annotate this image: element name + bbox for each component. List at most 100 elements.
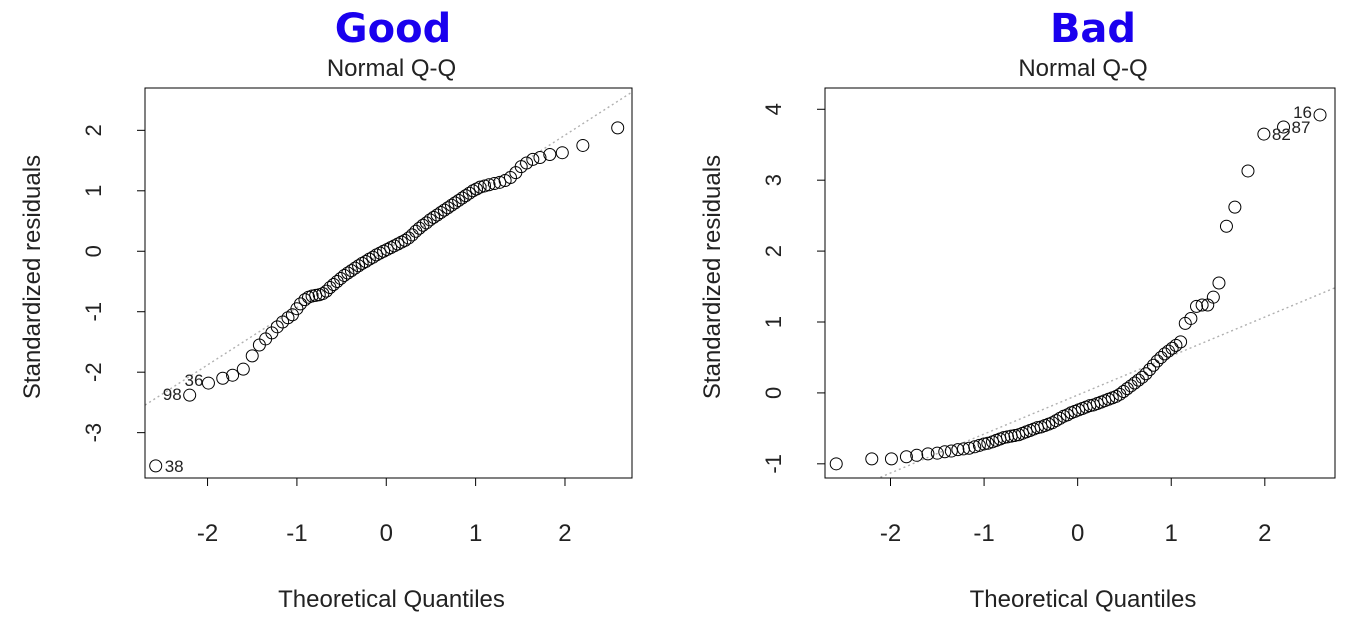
- qq-plot-good: Good Normal Q-Q -2 -1 0 1 2 -3 -2 -1 0 1 2 Theoretica…: [19, 6, 633, 613]
- data-point: [1128, 376, 1142, 390]
- data-point: [216, 371, 230, 385]
- data-point: [402, 231, 416, 245]
- data-point: [319, 284, 333, 298]
- data-point: [526, 152, 540, 166]
- data-point: [352, 259, 366, 273]
- outlier-label: 87: [1292, 118, 1311, 137]
- data-point: [293, 297, 307, 311]
- chart-title: Normal Q-Q: [1018, 55, 1147, 82]
- data-point: [1143, 363, 1157, 377]
- x-tick-label: -1: [286, 520, 307, 547]
- data-point: [423, 213, 437, 227]
- panel-heading: Bad: [1050, 6, 1136, 52]
- data-point: [441, 201, 455, 215]
- data-point: [829, 457, 843, 471]
- data-point: [493, 175, 507, 189]
- data-point: [341, 266, 355, 280]
- data-point: [533, 151, 547, 165]
- y-tick-label: 4: [761, 103, 786, 115]
- data-point: [1113, 387, 1127, 401]
- data-point: [1139, 367, 1153, 381]
- data-point: [323, 281, 337, 295]
- data-point: [330, 274, 344, 288]
- x-tick-label: -2: [880, 520, 901, 547]
- data-point: [503, 170, 517, 184]
- x-tick-label: 2: [1258, 520, 1271, 547]
- data-point: [459, 189, 473, 203]
- data-point: [1219, 219, 1233, 233]
- data-point: [884, 452, 898, 466]
- data-point: [270, 320, 284, 334]
- data-point: [930, 446, 944, 460]
- data-point: [981, 436, 995, 450]
- data-point: [1120, 382, 1134, 396]
- y-tick-label: -1: [761, 454, 786, 474]
- data-point: [1124, 379, 1138, 393]
- outlier-label: 36: [185, 371, 204, 390]
- data-point: [576, 138, 590, 152]
- data-point: [1135, 370, 1149, 384]
- y-tick-label: 1: [761, 316, 786, 328]
- data-point: [462, 186, 476, 200]
- data-point: [1195, 298, 1209, 312]
- data-point: [899, 450, 913, 464]
- outlier-label: 98: [163, 385, 182, 404]
- y-tick-label: -3: [81, 423, 106, 443]
- data-point: [405, 228, 419, 242]
- data-point: [1169, 338, 1183, 352]
- data-point: [437, 203, 451, 217]
- data-point: [183, 388, 197, 402]
- y-tick-label: 2: [81, 124, 106, 136]
- x-axis-label: Theoretical Quantiles: [278, 586, 505, 613]
- data-point: [444, 198, 458, 212]
- data-point: [944, 444, 958, 458]
- data-point: [865, 452, 879, 466]
- x-tick-label: -1: [973, 520, 994, 547]
- data-point: [1049, 414, 1063, 428]
- data-point: [1206, 290, 1220, 304]
- y-axis-label: Standardized residuals: [19, 155, 46, 399]
- data-point: [337, 268, 351, 282]
- data-point: [201, 376, 215, 390]
- reference-line: [145, 91, 632, 406]
- outlier-label: 16: [1293, 103, 1312, 122]
- data-point: [434, 206, 448, 220]
- data-point: [1161, 344, 1175, 358]
- data-point: [921, 447, 935, 461]
- data-point: [520, 156, 534, 170]
- data-point: [1109, 389, 1123, 403]
- chart-title: Normal Q-Q: [327, 55, 456, 82]
- data-point: [245, 349, 259, 363]
- data-point: [962, 441, 976, 455]
- data-point: [543, 148, 557, 162]
- y-tick-label: 0: [761, 387, 786, 399]
- data-point: [149, 459, 163, 473]
- x-tick-label: 0: [1071, 520, 1084, 547]
- y-tick-label: 0: [81, 245, 106, 257]
- data-point: [427, 210, 441, 224]
- data-point: [327, 278, 341, 292]
- data-point: [1313, 108, 1327, 122]
- data-point: [1158, 347, 1172, 361]
- data-point: [1131, 373, 1145, 387]
- data-point: [555, 146, 569, 160]
- x-tick-label: 1: [469, 520, 482, 547]
- data-point: [482, 178, 496, 192]
- data-point: [226, 368, 240, 382]
- data-point: [1228, 200, 1242, 214]
- reference-line: [876, 287, 1335, 478]
- data-point: [951, 443, 965, 457]
- data-point: [1150, 354, 1164, 368]
- data-point: [455, 191, 469, 205]
- data-point: [1053, 411, 1067, 425]
- data-point: [1060, 408, 1074, 422]
- chart-panel-good: Good Normal Q-Q -2 -1 0 1 2 -3 -2 -1 0 1 2 Theoretica…: [0, 0, 680, 631]
- data-point: [478, 179, 492, 193]
- x-tick-label: 0: [380, 520, 393, 547]
- data-point: [910, 448, 924, 462]
- data-point: [290, 302, 304, 316]
- data-point: [344, 264, 358, 278]
- y-tick-label: 2: [761, 245, 786, 257]
- x-tick-label: -2: [197, 520, 218, 547]
- data-point: [1165, 341, 1179, 355]
